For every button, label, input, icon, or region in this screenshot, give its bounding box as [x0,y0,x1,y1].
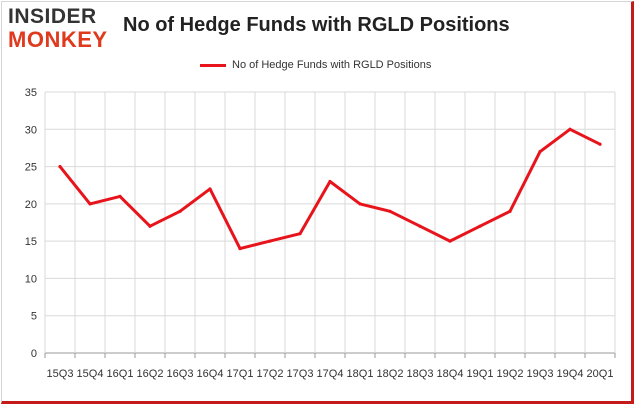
x-tick-label: 15Q4 [77,368,104,380]
series-line-0 [58,127,602,251]
data-point [178,209,182,213]
data-point [598,142,602,146]
data-point [88,202,92,206]
data-point [328,179,332,184]
data-point [388,209,392,213]
data-point [238,247,242,251]
x-tick-label: 18Q2 [377,368,404,380]
x-tick-label: 16Q2 [137,368,164,380]
data-point [478,224,482,228]
y-tick-label: 35 [25,87,37,99]
data-point [418,224,422,228]
x-tick-label: 19Q1 [467,368,494,380]
insider-monkey-logo: INSIDER MONKEY [8,6,118,54]
x-tick-label: 17Q1 [227,368,254,380]
x-tick-label: 19Q4 [557,368,584,380]
x-tick-label: 17Q4 [317,368,344,380]
x-tick-label: 18Q4 [437,368,464,380]
x-tick-label: 18Q3 [407,368,434,380]
x-tick-label: 15Q3 [47,368,74,380]
legend-label: No of Hedge Funds with RGLD Positions [232,59,432,71]
data-point [148,224,152,228]
x-tick-label: 18Q1 [347,368,374,380]
data-point [358,202,362,206]
y-tick-label: 20 [25,199,37,211]
data-point [118,194,122,198]
y-tick-label: 0 [31,348,37,360]
chart-legend: No of Hedge Funds with RGLD Positions [200,58,431,72]
x-tick-label: 19Q3 [527,368,554,380]
logo-line-1: INSIDER [8,5,97,28]
data-point [58,164,62,169]
data-point [538,150,542,154]
data-point [298,232,302,236]
x-tick-label: 20Q1 [587,368,614,380]
data-point [448,239,452,243]
data-point [508,209,512,213]
x-tick-label: 17Q2 [257,368,284,380]
data-point [568,127,572,131]
x-tick-label: 16Q1 [107,368,134,380]
y-tick-label: 10 [25,273,37,285]
data-point [268,239,272,243]
y-tick-label: 5 [31,311,37,323]
data-point [208,187,212,191]
x-tick-label: 19Q2 [497,368,524,380]
chart-title: No of Hedge Funds with RGLD Positions [123,14,510,36]
legend-swatch [200,63,226,67]
x-tick-label: 16Q4 [197,368,224,380]
y-tick-label: 30 [25,124,37,136]
logo-line-2: MONKEY [8,27,108,52]
x-tick-label: 17Q3 [287,368,314,380]
y-tick-label: 15 [25,236,37,248]
x-tick-label: 16Q3 [167,368,194,380]
y-tick-label: 25 [25,162,37,174]
